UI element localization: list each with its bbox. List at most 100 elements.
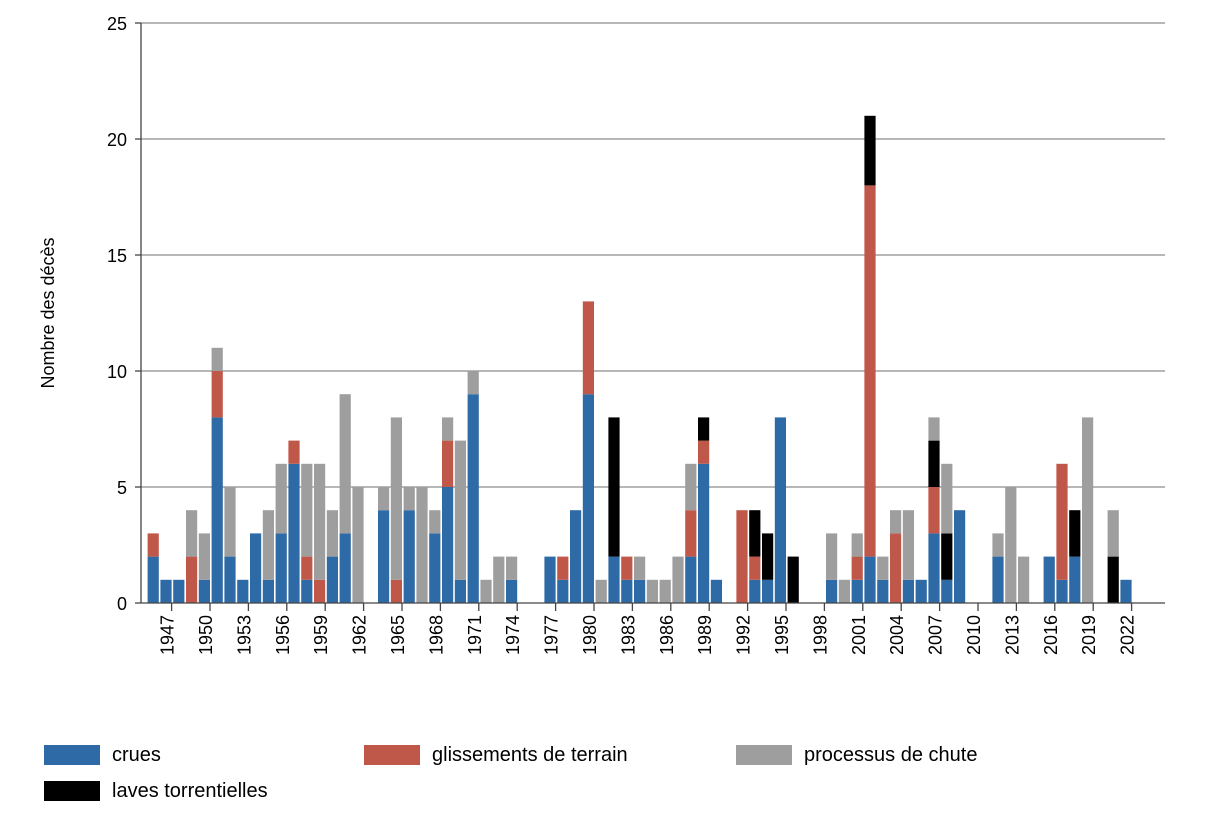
x-tick-label-2007: 2007 (926, 615, 946, 655)
bar-segment-crues-1968 (429, 533, 441, 603)
bar-segment-laves-torrentielles-1993 (749, 510, 761, 557)
bar-segment-crues-1957 (288, 463, 300, 603)
bar-segment-processus-de-chute-1971 (467, 371, 479, 395)
bar-segment-glissements-de-terrain-1958 (301, 556, 313, 580)
legend-item-laves: laves torrentielles (44, 774, 268, 808)
bar-segment-processus-de-chute-1958 (301, 463, 313, 557)
bar-segment-laves-torrentielles-1996 (787, 556, 799, 603)
bar-segment-crues-1969 (442, 487, 454, 603)
tick-labels: 0 5 10 15 20 25 1947 1950 1953 1956 1959 1962 1965 19… (107, 14, 1138, 655)
legend-label: glissements de terrain (432, 743, 628, 766)
bar-segment-processus-de-chute-2005 (902, 510, 914, 580)
bar-segment-crues-2012 (992, 556, 1004, 603)
bar-segment-crues-1956 (275, 533, 287, 603)
bar-segment-crues-2006 (915, 579, 927, 603)
bar-segment-glissements-de-terrain-2002 (864, 185, 876, 557)
stacked-bar-chart: 0 5 10 15 20 25 1947 1950 1953 1956 1959 1962 1965 19… (38, 14, 1165, 655)
bar-segment-crues-1950 (198, 579, 210, 603)
bar-segment-processus-de-chute-1952 (224, 487, 236, 557)
bar-segment-crues-2008 (941, 579, 953, 603)
bar-segment-glissements-de-terrain-1988 (685, 510, 697, 557)
bar-segment-processus-de-chute-2004 (890, 510, 902, 534)
bar-segment-glissements-de-terrain-1949 (186, 556, 198, 603)
bar-segment-processus-de-chute-2019 (1082, 417, 1094, 603)
bar-segment-crues-2017 (1056, 579, 1068, 603)
x-tick-label-1968: 1968 (426, 615, 446, 655)
bar-segment-crues-1994 (762, 579, 774, 603)
bar-segment-laves-torrentielles-2018 (1069, 510, 1081, 557)
bar-segment-glissements-de-terrain-2017 (1056, 463, 1068, 580)
y-tick-label: 10 (107, 362, 127, 382)
bar-segment-crues-1982 (608, 556, 620, 603)
x-tick-label-1989: 1989 (695, 615, 715, 655)
bar-segment-crues-2018 (1069, 556, 1081, 603)
x-tick-label-1962: 1962 (350, 615, 370, 655)
legend-label: crues (112, 743, 161, 766)
bars (147, 115, 1132, 603)
bar-segment-processus-de-chute-1962 (352, 487, 364, 603)
bar-segment-processus-de-chute-1986 (659, 579, 671, 603)
y-axis-title: Nombre des décès (38, 237, 58, 388)
bar-segment-laves-torrentielles-1982 (608, 417, 620, 557)
bar-segment-processus-de-chute-2007 (928, 417, 940, 441)
bar-segment-glissements-de-terrain-1992 (736, 510, 748, 603)
legend: crues glissements de terrain processus d… (44, 738, 1204, 818)
legend-swatch-processus (736, 745, 792, 765)
x-tick-label-2010: 2010 (964, 615, 984, 655)
bar-segment-crues-1978 (557, 579, 569, 603)
bar-segment-processus-de-chute-1981 (595, 579, 607, 603)
bar-segment-laves-torrentielles-1994 (762, 533, 774, 580)
bar-segment-processus-de-chute-1967 (416, 487, 428, 603)
bar-segment-crues-1995 (774, 417, 786, 603)
bar-segment-crues-1989 (698, 463, 710, 603)
gridlines (141, 22, 1165, 488)
bar-segment-glissements-de-terrain-1969 (442, 440, 454, 487)
bar-segment-glissements-de-terrain-2007 (928, 487, 940, 534)
bar-segment-processus-de-chute-1961 (339, 394, 351, 534)
legend-swatch-crues (44, 745, 100, 765)
y-tick-label: 0 (117, 594, 127, 614)
x-tick-label-2004: 2004 (887, 615, 907, 655)
bar-segment-crues-2003 (877, 579, 889, 603)
x-tick-label-1956: 1956 (273, 615, 293, 655)
bar-segment-processus-de-chute-1985 (646, 579, 658, 603)
bar-segment-crues-1977 (544, 556, 556, 603)
x-tick-label-1986: 1986 (657, 615, 677, 655)
bar-segment-processus-de-chute-1969 (442, 417, 454, 441)
bar-segment-crues-2016 (1043, 556, 1055, 603)
bar-segment-crues-1983 (621, 579, 633, 603)
bar-segment-glissements-de-terrain-1965 (390, 579, 402, 603)
bar-segment-processus-de-chute-1964 (378, 487, 390, 511)
bar-segment-crues-1964 (378, 510, 390, 603)
bar-segment-crues-1954 (250, 533, 262, 603)
bar-segment-processus-de-chute-1966 (403, 487, 415, 511)
bar-segment-crues-2007 (928, 533, 940, 603)
x-tick-label-1971: 1971 (465, 615, 485, 655)
bar-segment-crues-1990 (710, 579, 722, 603)
bar-segment-glissements-de-terrain-1983 (621, 556, 633, 580)
bar-segment-processus-de-chute-1965 (390, 417, 402, 580)
bar-segment-processus-de-chute-2014 (1018, 556, 1030, 603)
bar-segment-crues-1970 (454, 579, 466, 603)
bar-segment-processus-de-chute-1984 (634, 556, 646, 580)
bar-segment-glissements-de-terrain-1978 (557, 556, 569, 580)
bar-segment-processus-de-chute-1974 (506, 556, 518, 580)
bar-segment-crues-2001 (851, 579, 863, 603)
legend-swatch-laves (44, 781, 100, 801)
x-tick-label-1974: 1974 (503, 615, 523, 655)
bar-segment-processus-de-chute-1999 (826, 533, 838, 580)
x-tick-label-1992: 1992 (734, 615, 754, 655)
bar-segment-glissements-de-terrain-1946 (147, 533, 159, 557)
x-tick-label-1950: 1950 (196, 615, 216, 655)
y-tick-label: 5 (117, 478, 127, 498)
x-tick-label-2019: 2019 (1079, 615, 1099, 655)
bar-segment-crues-1999 (826, 579, 838, 603)
bar-segment-crues-1979 (570, 510, 582, 603)
bar-segment-processus-de-chute-1973 (493, 556, 505, 603)
bar-segment-processus-de-chute-2001 (851, 533, 863, 557)
x-tick-label-1947: 1947 (158, 615, 178, 655)
y-tick-label: 25 (107, 14, 127, 34)
bar-segment-crues-2005 (902, 579, 914, 603)
x-tick-label-1980: 1980 (580, 615, 600, 655)
bar-segment-glissements-de-terrain-1980 (582, 301, 594, 395)
